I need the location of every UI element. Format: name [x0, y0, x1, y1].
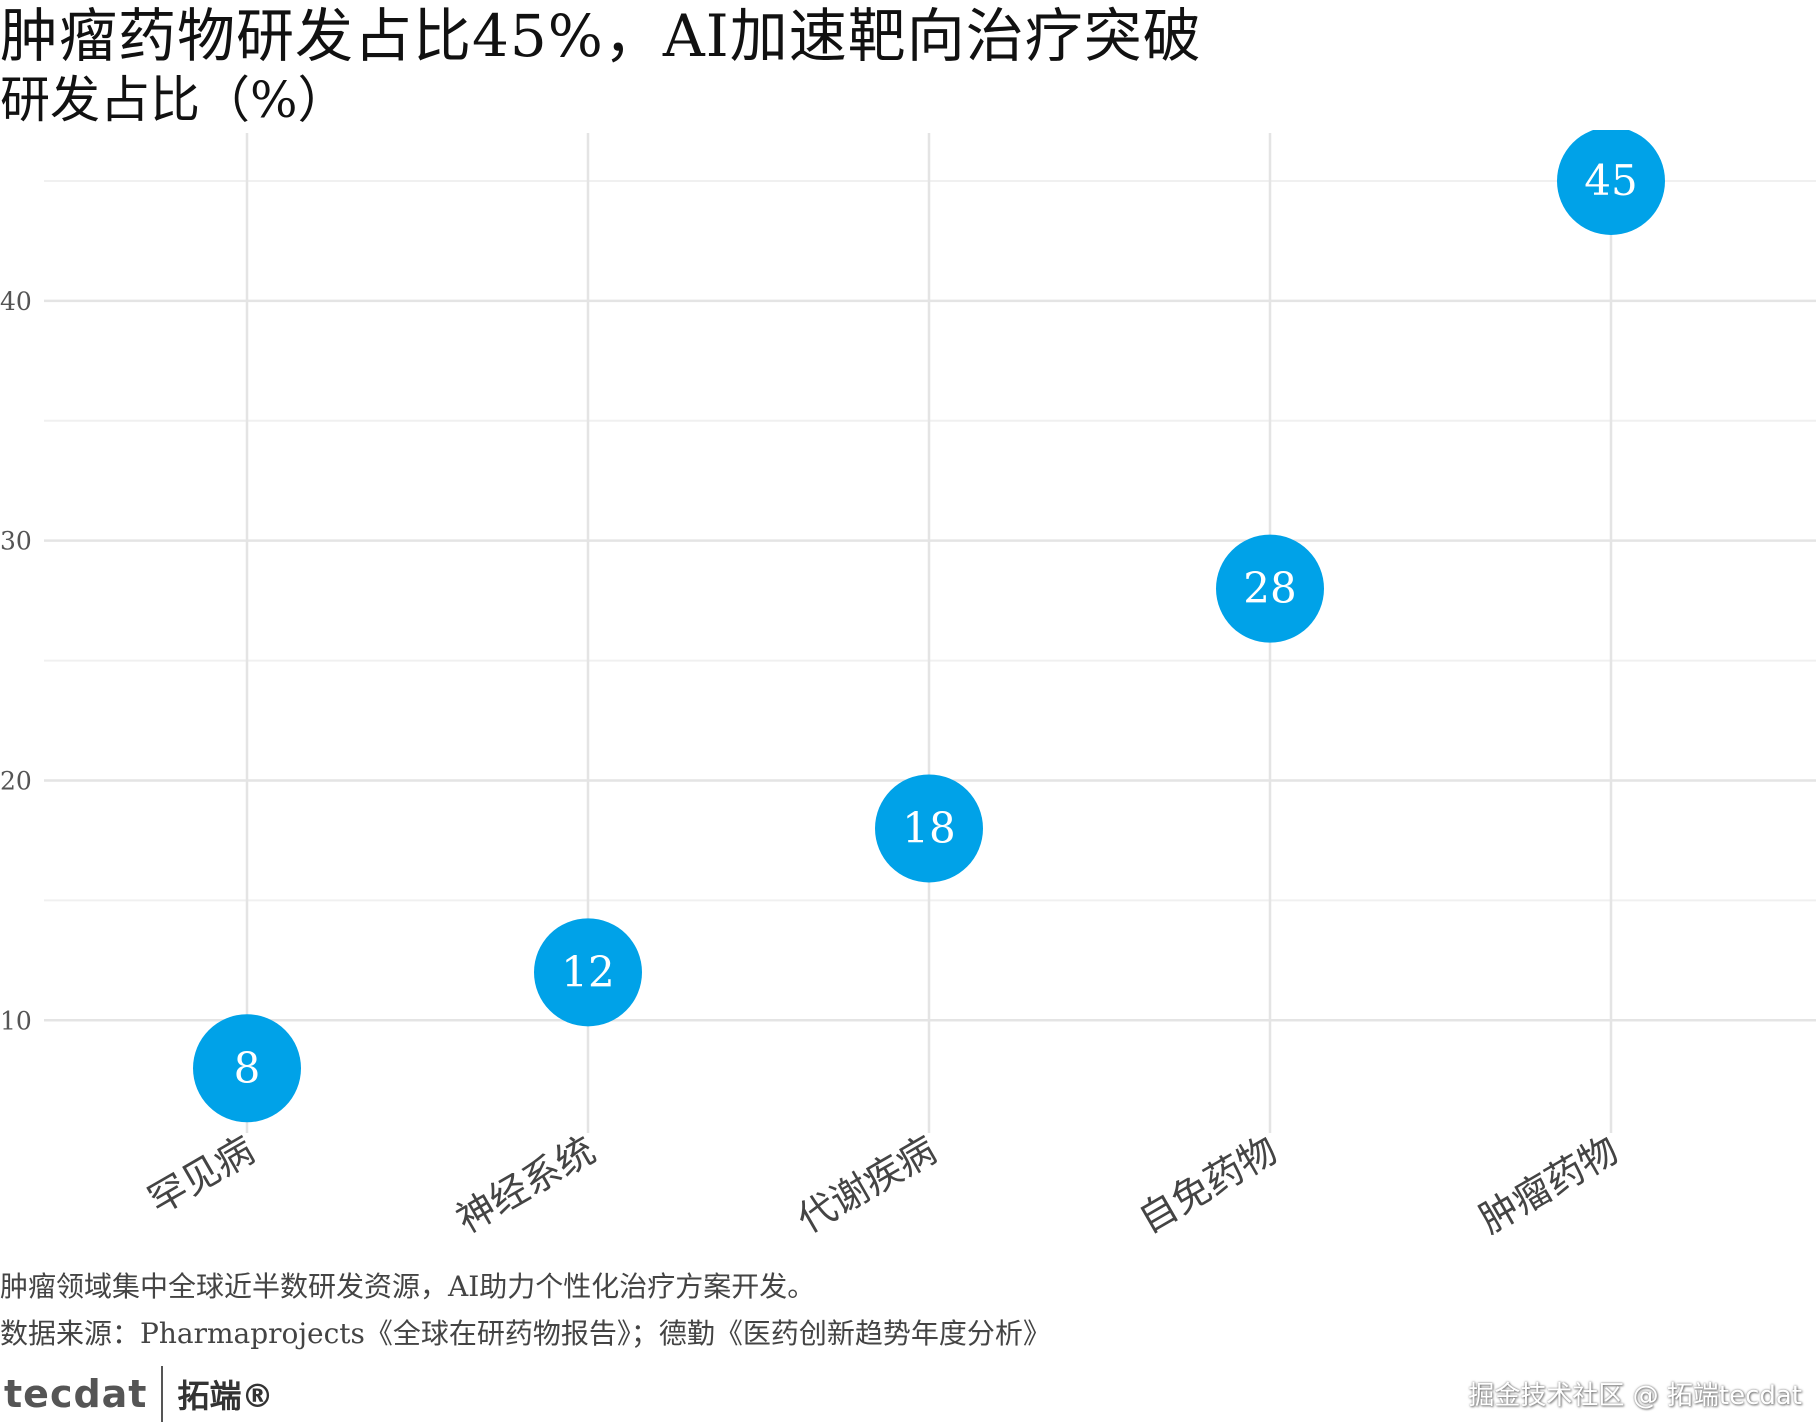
- data-point: [1557, 130, 1665, 235]
- grid: [44, 133, 1816, 1133]
- y-tick-label: 10: [0, 1006, 32, 1035]
- data-source: 数据来源：Pharmaprojects《全球在研药物报告》；德勤《医药创新趋势年…: [0, 1317, 1051, 1350]
- y-tick-label: 20: [0, 766, 32, 795]
- data-point: [1216, 534, 1324, 643]
- logo-mark: tecdat: [0, 1366, 148, 1426]
- logo-divider: [161, 1366, 164, 1422]
- data-point: [534, 918, 642, 1027]
- x-axis-ticks: 罕见病 神经系统 代谢疾病 自免药物 肿瘤药物: [141, 1128, 1626, 1242]
- chart-caption: 肿瘤领域集中全球近半数研发资源，AI助力个性化治疗方案开发。: [0, 1270, 816, 1303]
- brand-logo: tecdat 拓端®: [0, 1364, 274, 1426]
- data-label: 8: [234, 1043, 261, 1092]
- data-point: [193, 1014, 301, 1123]
- data-label: 45: [1584, 156, 1637, 205]
- logo-text: tecdat: [4, 1372, 148, 1416]
- y-axis-ticks: 10 20 30 40: [0, 287, 32, 1035]
- data-point: [875, 774, 983, 883]
- data-label: 18: [902, 803, 955, 852]
- watermark: 掘金技术社区 @ 拓端tecdat: [1468, 1381, 1802, 1411]
- data-points: 8 12 18 28 45: [193, 130, 1665, 1123]
- chart-title: 肿瘤药物研发占比45%，AI加速靶向治疗突破: [0, 2, 1202, 70]
- x-tick-label: 自免药物: [1131, 1128, 1285, 1242]
- x-tick-label: 代谢疾病: [790, 1128, 944, 1242]
- x-tick-label: 罕见病: [141, 1128, 262, 1223]
- x-tick-label: 肿瘤药物: [1472, 1128, 1626, 1242]
- logo-cn-text: 拓端®: [177, 1377, 274, 1415]
- x-tick-label: 神经系统: [449, 1128, 603, 1242]
- y-tick-label: 30: [0, 527, 32, 556]
- y-tick-label: 40: [0, 287, 32, 316]
- data-label: 28: [1243, 564, 1296, 613]
- y-axis-title: 研发占比（%）: [0, 71, 348, 129]
- data-label: 12: [561, 947, 614, 996]
